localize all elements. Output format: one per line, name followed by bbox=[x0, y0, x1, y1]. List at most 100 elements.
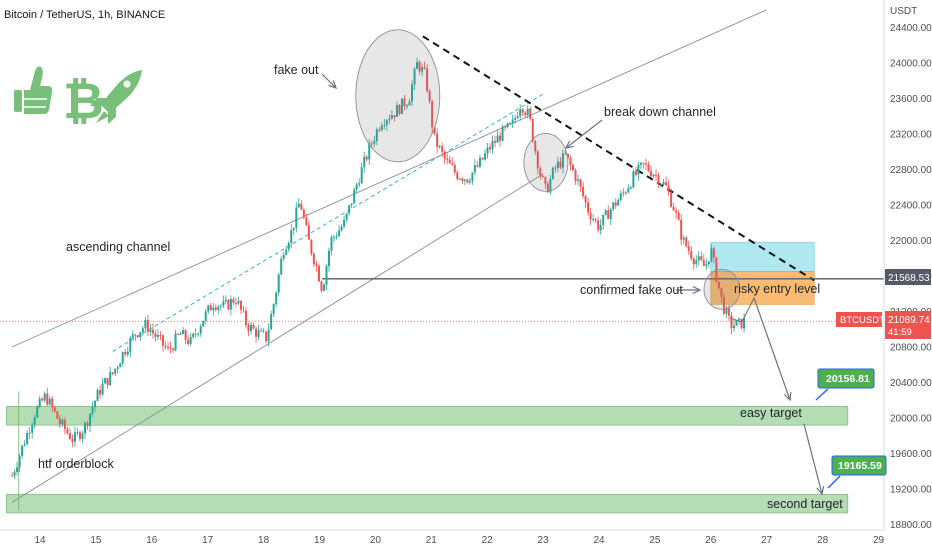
zone-easy-target bbox=[6, 406, 849, 426]
candle-body bbox=[328, 250, 331, 267]
candle-body bbox=[355, 184, 358, 190]
candle-body bbox=[209, 305, 212, 311]
candle-body bbox=[670, 192, 673, 207]
candle-body bbox=[192, 333, 195, 337]
last-price-tag[interactable]: BTCUSDT 21089.74 41:59 bbox=[836, 311, 931, 339]
candle-body bbox=[677, 212, 680, 220]
candle-body bbox=[217, 306, 220, 310]
candle-body bbox=[702, 259, 705, 266]
candle-body bbox=[28, 432, 31, 434]
target-2-tag[interactable]: 19165.59 bbox=[827, 455, 887, 489]
candle-body bbox=[652, 174, 655, 177]
candle-body bbox=[151, 329, 154, 334]
candle-body bbox=[66, 429, 69, 434]
candle-body bbox=[385, 120, 388, 126]
price-tick-label: 23600.00 bbox=[890, 94, 932, 105]
candle-body bbox=[174, 333, 177, 351]
candle-body bbox=[320, 281, 323, 291]
candle-body bbox=[287, 243, 290, 250]
candle-body bbox=[378, 129, 381, 131]
candle-body bbox=[154, 333, 157, 337]
candle-body bbox=[370, 143, 373, 145]
candle-body bbox=[561, 153, 564, 168]
candle-body bbox=[144, 320, 147, 329]
candle-body bbox=[267, 329, 270, 342]
candle-body bbox=[526, 108, 529, 116]
candle-body bbox=[667, 185, 670, 193]
candle-body bbox=[270, 313, 273, 330]
zone-second-target bbox=[6, 493, 849, 514]
price-tick-label: 22000.00 bbox=[890, 236, 932, 247]
highlight-circle bbox=[355, 29, 441, 163]
candle-body bbox=[300, 203, 303, 210]
candle-body bbox=[312, 253, 315, 265]
arrow-to-second-target bbox=[803, 423, 823, 495]
candle-body bbox=[461, 178, 464, 181]
label-fake-out: fake out bbox=[274, 63, 319, 77]
target-1-tag[interactable]: 20156.81 bbox=[815, 368, 875, 401]
candle-body bbox=[614, 202, 617, 206]
candle-body bbox=[491, 140, 494, 150]
candle-body bbox=[197, 333, 200, 335]
candle-body bbox=[400, 98, 403, 114]
candle-body bbox=[89, 413, 92, 427]
candle-body bbox=[456, 172, 459, 179]
candle-body bbox=[416, 61, 419, 69]
candle-body bbox=[345, 213, 348, 220]
time-tick-label: 23 bbox=[538, 535, 550, 546]
candle-body bbox=[390, 115, 393, 119]
candle-body bbox=[675, 210, 678, 213]
level-price-value: 21568.53 bbox=[888, 273, 930, 284]
candle-body bbox=[569, 157, 572, 166]
candle-body bbox=[285, 249, 288, 255]
candle-body bbox=[544, 176, 547, 184]
candle-body bbox=[584, 196, 587, 203]
candle-body bbox=[639, 162, 642, 165]
candle-body bbox=[297, 203, 300, 208]
candle-body bbox=[255, 328, 258, 337]
time-tick-label: 24 bbox=[593, 535, 605, 546]
candle-body bbox=[51, 398, 54, 408]
arrow-confirmed-fake-out-head bbox=[692, 285, 702, 295]
channel-lower-line bbox=[11, 173, 544, 503]
candle-body bbox=[740, 318, 743, 329]
candle-body bbox=[403, 98, 406, 107]
candle-body bbox=[607, 210, 610, 219]
candle-body bbox=[738, 318, 741, 321]
arrow-to-easy-target-head bbox=[783, 391, 792, 402]
candle-body bbox=[373, 141, 376, 144]
candle-body bbox=[340, 226, 343, 231]
time-axis-ticks[interactable]: 14 15 16 17 18 19 20 21 22 23 24 25 26 27 28 29 bbox=[34, 535, 884, 546]
candle-body bbox=[541, 175, 544, 177]
candle-body bbox=[476, 165, 479, 167]
candle-body bbox=[368, 143, 371, 160]
price-tick-label: 24000.00 bbox=[890, 59, 932, 70]
candle-body bbox=[156, 334, 159, 337]
price-tick-label: 22800.00 bbox=[890, 165, 932, 176]
time-tick-label: 29 bbox=[873, 535, 885, 546]
candle-body bbox=[333, 236, 336, 238]
candle-body bbox=[99, 389, 102, 395]
candle-body bbox=[46, 393, 49, 405]
candle-body bbox=[111, 372, 114, 374]
time-tick-label: 27 bbox=[761, 535, 773, 546]
candle-body bbox=[697, 256, 700, 261]
candle-body bbox=[86, 422, 89, 427]
candle-body bbox=[536, 151, 539, 169]
symbol-tag: BTCUSDT bbox=[840, 315, 885, 326]
label-risky-entry-level: risky entry level bbox=[734, 282, 820, 296]
candle-body bbox=[265, 331, 268, 342]
level-price-tag[interactable]: 21568.53 bbox=[885, 269, 931, 285]
countdown-timer: 41:59 bbox=[888, 327, 912, 338]
candle-body bbox=[647, 164, 650, 171]
price-tick-label: 19200.00 bbox=[890, 485, 932, 496]
candle-body bbox=[275, 292, 278, 305]
candle-body bbox=[41, 398, 44, 401]
time-tick-label: 26 bbox=[705, 535, 717, 546]
candle-body bbox=[649, 170, 652, 177]
price-tick-label: 18800.00 bbox=[890, 520, 932, 531]
candle-body bbox=[272, 304, 275, 314]
candle-body bbox=[707, 261, 710, 265]
candle-body bbox=[315, 264, 318, 266]
